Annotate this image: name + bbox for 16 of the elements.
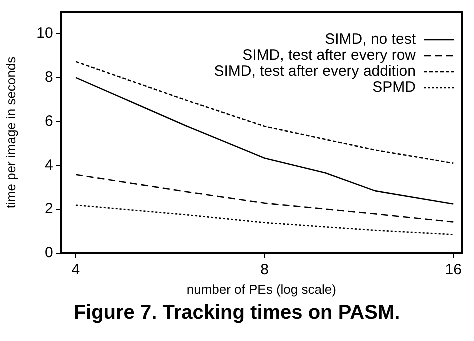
legend-label: SPMD <box>372 79 416 96</box>
y-tick-label: 4 <box>44 156 54 174</box>
legend-label: SIMD, test after every row <box>242 47 416 64</box>
x-tick-label: 8 <box>260 262 269 279</box>
y-tick-label: 8 <box>44 68 54 86</box>
y-tick-label: 2 <box>44 200 54 218</box>
legend-label: SIMD, no test <box>325 31 417 48</box>
y-tick-label: 0 <box>44 244 54 262</box>
y-axis-title: time per image in seconds <box>3 56 18 209</box>
legend-label: SIMD, test after every addition <box>214 63 416 80</box>
x-tick-label: 16 <box>445 262 462 279</box>
text: Figure 7. Tracking times on PASM. <box>72 302 402 325</box>
y-tick-label: 6 <box>44 112 54 130</box>
y-tick-label: 10 <box>36 25 54 42</box>
x-axis-title: number of PEs (log scale) <box>186 282 336 297</box>
x-tick-label: 4 <box>72 262 80 279</box>
